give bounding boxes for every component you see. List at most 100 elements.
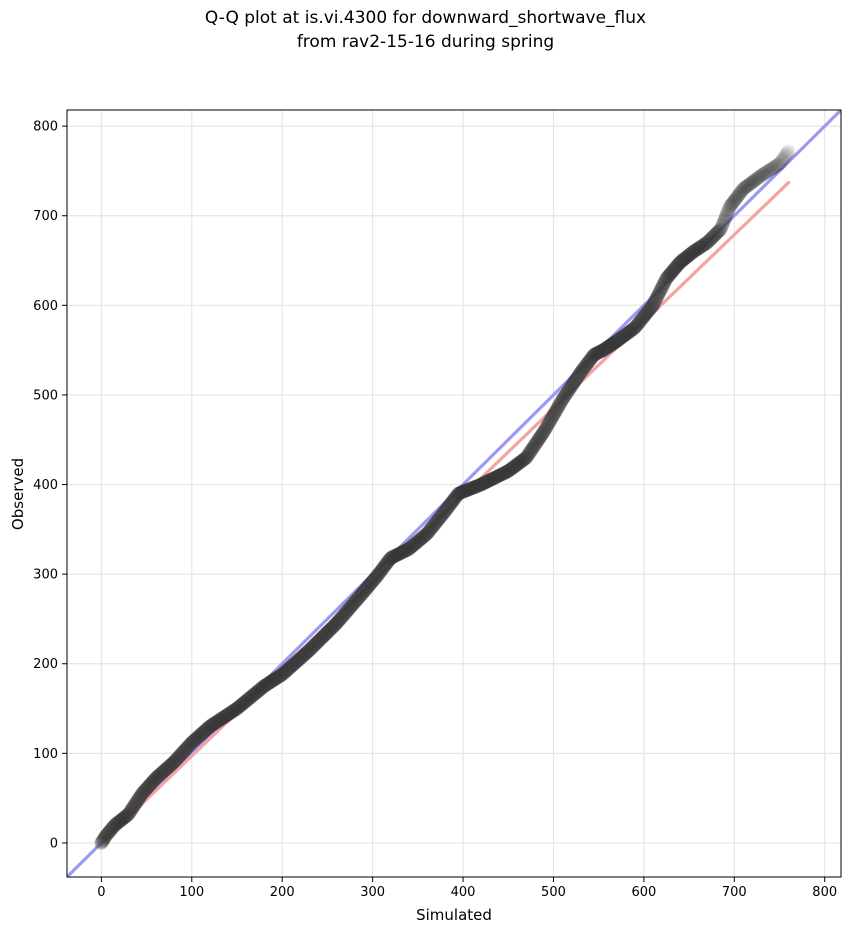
- qq-point: [547, 406, 562, 421]
- qq-point: [404, 539, 419, 554]
- y-tick-label: 200: [33, 657, 58, 672]
- qq-point: [156, 764, 171, 779]
- qq-point: [408, 536, 423, 551]
- qq-point: [730, 189, 745, 204]
- qq-point: [704, 231, 719, 246]
- qq-point: [492, 468, 507, 483]
- qq-point: [561, 383, 576, 398]
- qq-point: [676, 252, 691, 267]
- qq-point: [132, 791, 147, 806]
- qq-point: [331, 614, 346, 629]
- qq-point: [414, 531, 429, 546]
- qq-point: [742, 177, 757, 192]
- qq-point: [280, 663, 295, 678]
- qq-point: [234, 698, 249, 713]
- qq-point: [571, 368, 586, 383]
- qq-point: [648, 292, 663, 307]
- qq-point: [618, 327, 633, 342]
- qq-point: [261, 676, 276, 691]
- qq-point: [659, 271, 674, 286]
- qq-point: [488, 470, 503, 485]
- qq-point: [407, 536, 422, 551]
- qq-point: [298, 646, 313, 661]
- qq-point: [645, 298, 660, 313]
- qq-point: [377, 558, 392, 573]
- qq-point: [368, 571, 383, 586]
- qq-point: [771, 157, 786, 172]
- qq-point: [136, 784, 151, 799]
- qq-point: [551, 399, 566, 414]
- qq-point: [108, 817, 123, 832]
- qq-point: [366, 573, 381, 588]
- qq-point: [442, 498, 457, 513]
- qq-point: [296, 648, 311, 663]
- qq-point: [142, 777, 157, 792]
- qq-point: [431, 511, 446, 526]
- qq-point: [721, 202, 736, 217]
- qq-point: [580, 356, 595, 371]
- qq-point: [751, 170, 766, 185]
- qq-point: [159, 761, 174, 776]
- qq-point: [654, 281, 669, 296]
- qq-point: [777, 149, 792, 164]
- qq-point: [476, 476, 491, 491]
- qq-point: [117, 810, 132, 825]
- qq-point: [344, 599, 359, 614]
- qq-point: [154, 766, 169, 781]
- qq-point: [301, 644, 316, 659]
- qq-point: [97, 831, 112, 846]
- qq-point: [494, 467, 509, 482]
- qq-point: [217, 709, 232, 724]
- qq-point: [710, 225, 725, 240]
- qq-point: [361, 579, 376, 594]
- qq-point: [736, 181, 751, 196]
- qq-point: [587, 347, 602, 362]
- qq-point: [507, 459, 522, 474]
- qq-point: [246, 688, 261, 703]
- x-tick-label: 100: [179, 885, 204, 900]
- qq-point: [436, 505, 451, 520]
- qq-point: [118, 809, 133, 824]
- qq-point: [717, 212, 732, 227]
- qq-point: [516, 452, 531, 467]
- qq-point: [667, 262, 682, 277]
- qq-point: [666, 263, 681, 278]
- qq-point: [482, 473, 497, 488]
- plot-area: [67, 110, 841, 877]
- qq-point: [673, 255, 688, 270]
- qq-point: [535, 426, 550, 441]
- qq-point: [669, 259, 684, 274]
- qq-point: [552, 397, 567, 412]
- qq-point: [160, 760, 175, 775]
- qq-point: [508, 458, 523, 473]
- qq-point: [295, 649, 310, 664]
- qq-point: [480, 474, 495, 489]
- qq-point: [457, 484, 472, 499]
- qq-point: [600, 340, 615, 355]
- qq-point: [464, 481, 479, 496]
- qq-point: [599, 341, 614, 356]
- qq-point: [316, 629, 331, 644]
- qq-point: [192, 728, 207, 743]
- x-tick-label: 600: [631, 885, 656, 900]
- qq-point: [290, 654, 305, 669]
- qq-point: [663, 266, 678, 281]
- qq-point: [96, 833, 111, 848]
- qq-point: [493, 468, 508, 483]
- qq-point: [251, 684, 266, 699]
- qq-point: [245, 689, 260, 704]
- qq-point: [514, 454, 529, 469]
- qq-point: [243, 690, 258, 705]
- qq-point: [244, 689, 259, 704]
- qq-point: [354, 587, 369, 602]
- qq-point: [774, 153, 789, 168]
- qq-point: [621, 325, 636, 340]
- qq-point: [102, 824, 117, 839]
- qq-point: [463, 481, 478, 496]
- qq-point: [682, 247, 697, 262]
- qq-point: [195, 725, 210, 740]
- y-tick-label: 300: [33, 568, 58, 583]
- qq-point: [459, 483, 474, 498]
- qq-point: [683, 246, 698, 261]
- qq-point: [227, 702, 242, 717]
